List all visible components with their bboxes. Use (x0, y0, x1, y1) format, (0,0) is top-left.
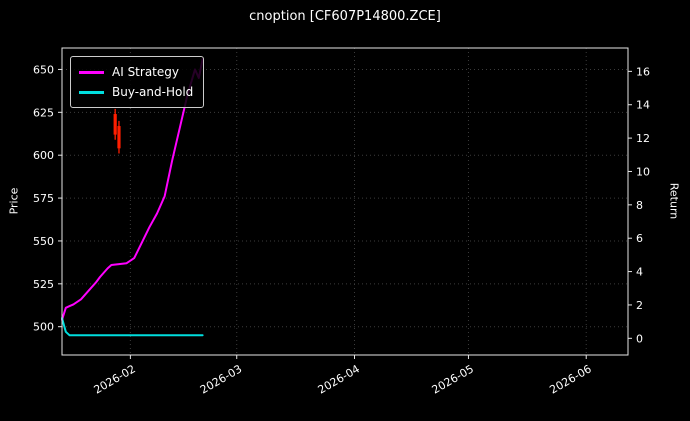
y-left-tick-label: 525 (33, 278, 54, 291)
x-tick-label: 2026-05 (430, 362, 476, 396)
legend-line-sample (79, 70, 104, 74)
y-left-tick-label: 625 (33, 106, 54, 119)
legend-line-sample (79, 90, 104, 94)
series-line-ai-strategy (61, 58, 204, 321)
y-right-tick-label: 14 (636, 99, 650, 112)
y-right-tick-label: 2 (636, 299, 643, 312)
y-right-tick-label: 10 (636, 165, 650, 178)
chart-title: cnoption [CF607P14800.ZCE] (249, 9, 441, 24)
y-axis-label-return: Return (667, 182, 681, 220)
legend: AI Strategy Buy-and-Hold (70, 56, 205, 108)
y-left-tick-label: 600 (33, 149, 54, 162)
y-right-tick-label: 6 (636, 232, 643, 245)
x-tick-label: 2026-04 (316, 362, 362, 396)
series-line-buy-and-hold (61, 317, 204, 337)
y-axis-label-price: Price (7, 187, 21, 215)
y-left-tick-label: 575 (33, 192, 54, 205)
x-tick-label: 2026-02 (92, 362, 138, 396)
x-tick-label: 2026-06 (547, 362, 593, 396)
y-left-tick-label: 500 (33, 321, 54, 334)
axis-ticks: 2026-02 2026-03 2026-04 2026-05 2026-06 500 52… (33, 63, 650, 396)
legend-label: AI Strategy (112, 65, 179, 79)
candlestick-marks (113, 108, 121, 154)
x-tick-label: 2026-03 (198, 362, 244, 396)
legend-item-0: AI Strategy (79, 62, 193, 82)
legend-item-1: Buy-and-Hold (79, 82, 193, 102)
plot-border (61, 47, 629, 356)
y-right-tick-label: 4 (636, 266, 643, 279)
y-left-tick-label: 550 (33, 235, 54, 248)
legend-label: Buy-and-Hold (112, 85, 194, 99)
y-right-tick-label: 12 (636, 132, 650, 145)
y-right-tick-label: 16 (636, 65, 650, 78)
y-right-tick-label: 0 (636, 332, 643, 345)
y-right-tick-label: 8 (636, 199, 643, 212)
y-left-tick-label: 650 (33, 63, 54, 76)
